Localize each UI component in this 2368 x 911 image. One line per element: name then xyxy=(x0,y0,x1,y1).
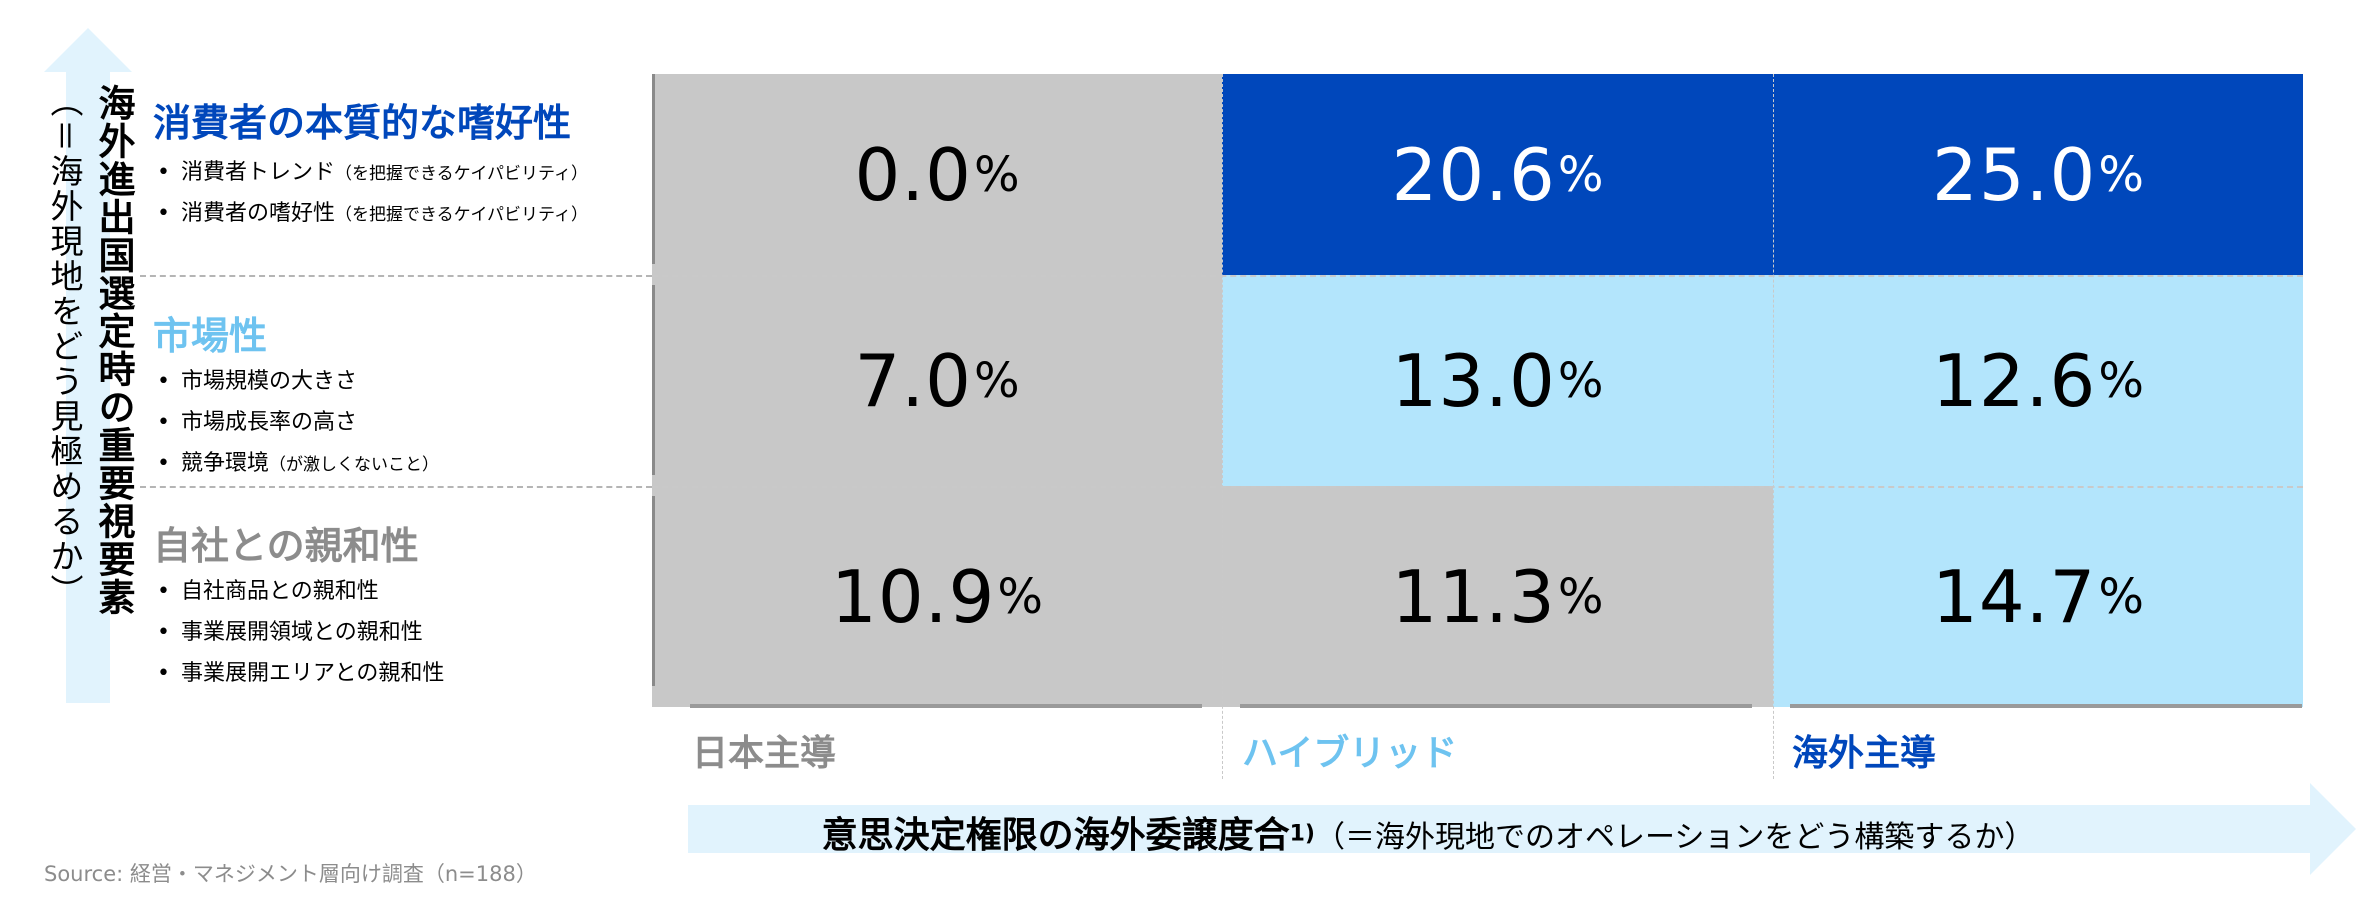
row-label-block: 自社との親和性 自社商品との親和性 事業展開領域との親和性 事業展開エリアとの親… xyxy=(153,515,444,695)
row-separator xyxy=(140,275,652,277)
column-label: 海外主導 xyxy=(1792,733,1937,774)
footnote-mark: 1) xyxy=(1289,821,1315,847)
bullet-item: 市場成長率の高さ xyxy=(153,403,439,444)
y-axis-title: 海外進出国選定時の重要視要素 xyxy=(92,84,135,616)
heatmap-cell: 13.0% xyxy=(1222,275,1773,486)
row-edge-bar xyxy=(652,74,655,264)
row-title: 市場性 xyxy=(153,314,268,358)
heatmap-cell: 25.0% xyxy=(1773,74,2303,275)
bullet-item: 自社商品との親和性 xyxy=(153,572,444,613)
bullet-item: 事業展開エリアとの親和性 xyxy=(153,654,444,695)
heatmap-cell: 12.6% xyxy=(1773,275,2303,486)
bullet-item: 事業展開領域との親和性 xyxy=(153,613,444,654)
heatmap-cell: 0.0% xyxy=(652,74,1222,275)
row-label-block: 消費者の本質的な嗜好性 消費者トレンド（を把握できるケイパビリティ） 消費者の嗜… xyxy=(153,92,588,235)
column-separator xyxy=(1773,74,1774,779)
column-label: 日本主導 xyxy=(692,733,837,774)
x-axis-subtitle: （＝海外現地でのオペレーションをどう構築するか） xyxy=(1314,820,2035,855)
column-bar xyxy=(1240,704,1752,708)
heatmap-cell: 11.3% xyxy=(1222,486,1773,707)
row-label-block: 市場性 市場規模の大きさ 市場成長率の高さ 競争環境（が激しくないこと） xyxy=(153,305,439,485)
row-edge-bar xyxy=(652,496,655,686)
x-axis-title-block: 意思決定権限の海外委譲度合1)（＝海外現地でのオペレーションをどう構築するか） xyxy=(688,806,2168,858)
bullet-item: 競争環境（が激しくないこと） xyxy=(153,444,439,485)
heatmap-cell: 20.6% xyxy=(1222,74,1773,275)
bullet-item: 消費者トレンド（を把握できるケイパビリティ） xyxy=(153,153,588,194)
y-axis-subtitle: （＝海外現地をどう見極めるか） xyxy=(45,84,84,609)
column-separator xyxy=(1222,74,1223,779)
row-title: 消費者の本質的な嗜好性 xyxy=(153,101,572,145)
row-title: 自社との親和性 xyxy=(153,524,419,568)
column-label: ハイブリッド xyxy=(1242,733,1458,774)
y-axis-arrow xyxy=(44,28,132,703)
column-bar xyxy=(1790,704,2302,708)
row-separator xyxy=(652,275,2303,277)
row-edge-bar xyxy=(652,285,655,475)
source-note: Source: 経営・マネジメント層向け調査（n=188） xyxy=(44,862,537,886)
bullet-item: 消費者の嗜好性（を把握できるケイパビリティ） xyxy=(153,194,588,235)
row-separator xyxy=(652,486,2303,488)
bullet-item: 市場規模の大きさ xyxy=(153,362,439,403)
x-axis-arrow xyxy=(688,783,2356,875)
x-axis-title: 意思決定権限の海外委譲度合 xyxy=(821,815,1290,856)
heatmap-cell: 7.0% xyxy=(652,275,1222,486)
column-bar xyxy=(690,704,1202,708)
row-separator xyxy=(140,486,652,488)
heatmap-cell: 14.7% xyxy=(1773,486,2303,707)
heatmap-cell: 10.9% xyxy=(652,486,1222,707)
